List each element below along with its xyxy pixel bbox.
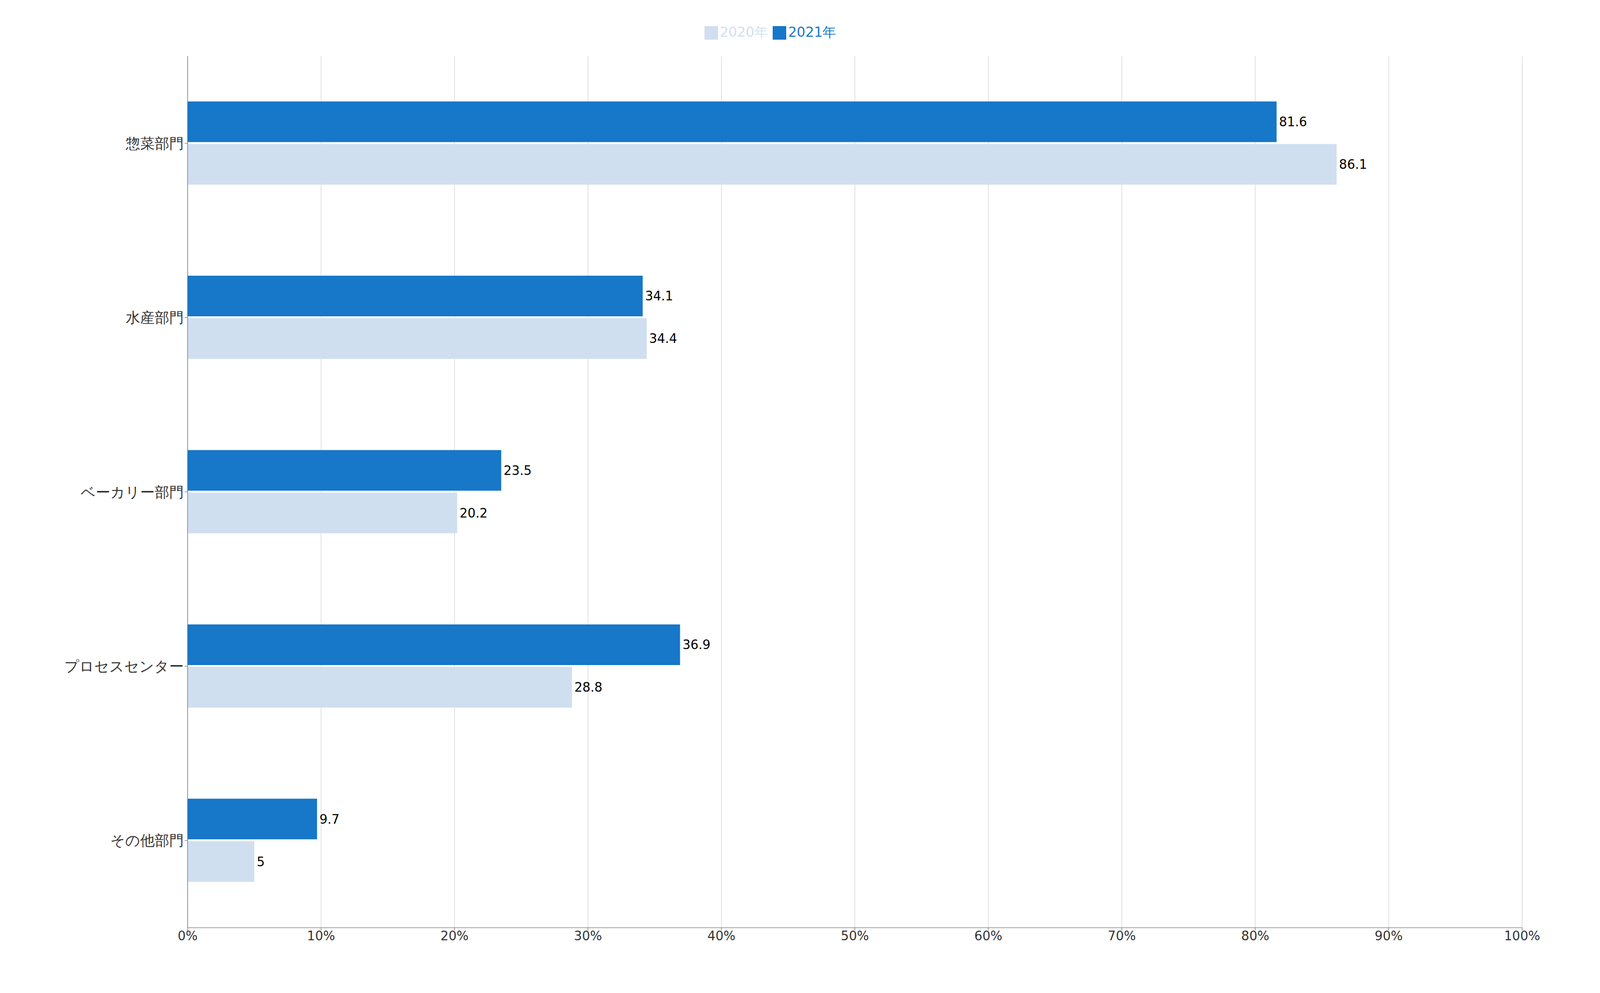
svg-text:ベーカリー部門: ベーカリー部門 bbox=[80, 483, 184, 501]
svg-text:50%: 50% bbox=[840, 928, 869, 943]
svg-text:100%: 100% bbox=[1504, 928, 1541, 943]
svg-text:28.8: 28.8 bbox=[574, 679, 603, 695]
svg-text:34.4: 34.4 bbox=[648, 331, 677, 346]
svg-text:70%: 70% bbox=[1107, 928, 1136, 943]
svg-text:0%: 0% bbox=[177, 928, 198, 943]
svg-text:81.6: 81.6 bbox=[1278, 114, 1307, 130]
svg-text:20%: 20% bbox=[440, 928, 469, 943]
svg-text:40%: 40% bbox=[707, 928, 736, 943]
html-text:2021年: 2021年 bbox=[788, 24, 837, 41]
svg-text:20.2: 20.2 bbox=[459, 505, 488, 521]
html-text:2020年: 2020年 bbox=[719, 24, 768, 41]
svg-text:60%: 60% bbox=[974, 928, 1003, 943]
svg-text:30%: 30% bbox=[573, 928, 602, 943]
svg-text:23.5: 23.5 bbox=[503, 463, 532, 478]
svg-text:36.9: 36.9 bbox=[682, 637, 711, 652]
svg-text:10%: 10% bbox=[307, 928, 336, 943]
svg-text:34.1: 34.1 bbox=[645, 288, 674, 304]
svg-text:86.1: 86.1 bbox=[1338, 157, 1367, 172]
svg-text:プロセスセンター: プロセスセンター bbox=[64, 657, 184, 675]
svg-text:80%: 80% bbox=[1241, 928, 1270, 943]
svg-text:惣菜部門: 惣菜部門 bbox=[125, 134, 184, 152]
svg-text:水産部門: 水産部門 bbox=[125, 308, 184, 326]
svg-text:5: 5 bbox=[256, 854, 265, 869]
svg-text:その他部門: その他部門 bbox=[110, 831, 184, 849]
svg-text:90%: 90% bbox=[1374, 928, 1403, 943]
svg-text:9.7: 9.7 bbox=[319, 811, 340, 827]
